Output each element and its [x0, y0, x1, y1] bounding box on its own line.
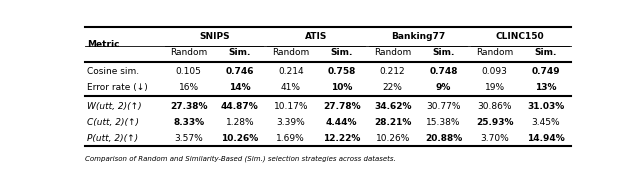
Text: 28.21%: 28.21%	[374, 118, 412, 127]
Text: 16%: 16%	[179, 83, 199, 92]
Text: SNIPS: SNIPS	[199, 32, 230, 41]
Text: Sim.: Sim.	[433, 48, 455, 57]
Text: 10%: 10%	[331, 83, 353, 92]
Text: 3.70%: 3.70%	[480, 134, 509, 143]
Text: 27.78%: 27.78%	[323, 102, 360, 111]
Text: Random: Random	[170, 48, 207, 57]
Text: 25.93%: 25.93%	[476, 118, 513, 127]
Text: 9%: 9%	[436, 83, 451, 92]
Text: ATIS: ATIS	[305, 32, 328, 41]
Text: 0.749: 0.749	[531, 67, 560, 76]
Text: 0.105: 0.105	[176, 67, 202, 76]
Text: 31.03%: 31.03%	[527, 102, 564, 111]
Text: Metric: Metric	[88, 40, 120, 49]
Text: Random: Random	[476, 48, 513, 57]
Text: 14%: 14%	[229, 83, 251, 92]
Text: 8.33%: 8.33%	[173, 118, 204, 127]
Text: Error rate (↓): Error rate (↓)	[88, 83, 148, 92]
Text: 4.44%: 4.44%	[326, 118, 358, 127]
Text: 1.69%: 1.69%	[276, 134, 305, 143]
Text: Cosine sim.: Cosine sim.	[88, 67, 140, 76]
Text: 0.212: 0.212	[380, 67, 406, 76]
Text: Sim.: Sim.	[228, 48, 251, 57]
Text: 41%: 41%	[281, 83, 301, 92]
Text: 15.38%: 15.38%	[426, 118, 461, 127]
Text: 3.39%: 3.39%	[276, 118, 305, 127]
Text: 22%: 22%	[383, 83, 403, 92]
Text: Banking77: Banking77	[391, 32, 445, 41]
Text: 10.26%: 10.26%	[376, 134, 410, 143]
Text: 14.94%: 14.94%	[527, 134, 564, 143]
Text: 3.45%: 3.45%	[531, 118, 560, 127]
Text: 0.746: 0.746	[225, 67, 254, 76]
Text: 27.38%: 27.38%	[170, 102, 207, 111]
Text: 20.88%: 20.88%	[425, 134, 462, 143]
Text: 1.28%: 1.28%	[225, 118, 254, 127]
Text: Random: Random	[374, 48, 412, 57]
Text: 12.22%: 12.22%	[323, 134, 360, 143]
Text: 19%: 19%	[484, 83, 505, 92]
Text: 13%: 13%	[535, 83, 556, 92]
Text: W(utt, 2)(↑): W(utt, 2)(↑)	[88, 102, 142, 111]
Text: 30.86%: 30.86%	[477, 102, 512, 111]
Text: 3.57%: 3.57%	[175, 134, 203, 143]
Text: 30.77%: 30.77%	[426, 102, 461, 111]
Text: Comparison of Random and Similarity-Based (Sim.) selection strategies across dat: Comparison of Random and Similarity-Base…	[85, 156, 396, 163]
Text: 0.758: 0.758	[328, 67, 356, 76]
Text: 0.093: 0.093	[482, 67, 508, 76]
Text: 0.748: 0.748	[429, 67, 458, 76]
Text: Sim.: Sim.	[330, 48, 353, 57]
Text: Sim.: Sim.	[534, 48, 557, 57]
Text: Random: Random	[272, 48, 309, 57]
Text: 10.26%: 10.26%	[221, 134, 259, 143]
Text: 0.214: 0.214	[278, 67, 303, 76]
Text: 10.17%: 10.17%	[273, 102, 308, 111]
Text: C(utt, 2)(↑): C(utt, 2)(↑)	[88, 118, 140, 127]
Text: 34.62%: 34.62%	[374, 102, 412, 111]
Text: CLINC150: CLINC150	[496, 32, 545, 41]
Text: 44.87%: 44.87%	[221, 102, 259, 111]
Text: P(utt, 2)(↑): P(utt, 2)(↑)	[88, 134, 139, 143]
